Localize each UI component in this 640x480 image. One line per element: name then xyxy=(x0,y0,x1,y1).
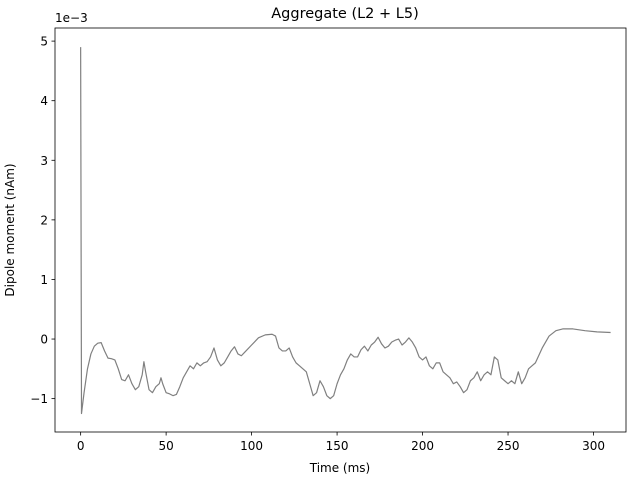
x-axis-label: Time (ms) xyxy=(309,461,371,475)
y-tick-label: 4 xyxy=(40,94,48,108)
data-line xyxy=(80,47,611,415)
x-tick-label: 300 xyxy=(582,439,605,453)
x-tick-label: 200 xyxy=(411,439,434,453)
y-axis-label: Dipole moment (nAm) xyxy=(3,163,17,296)
y-tick-label: 0 xyxy=(40,333,48,347)
y-tick-label: 3 xyxy=(40,154,48,168)
x-tick-label: 250 xyxy=(497,439,520,453)
chart-title: Aggregate (L2 + L5) xyxy=(271,6,419,22)
y-tick-label: 2 xyxy=(40,213,48,227)
y-offset-label: 1e−3 xyxy=(55,11,88,25)
x-tick-label: 100 xyxy=(240,439,263,453)
y-tick-label: 1 xyxy=(40,273,48,287)
x-tick-label: 0 xyxy=(77,439,85,453)
y-tick-label: 5 xyxy=(40,35,48,49)
axes-frame xyxy=(54,27,627,433)
x-tick-label: 150 xyxy=(326,439,349,453)
x-tick-label: 50 xyxy=(158,439,173,453)
y-tick-label: −1 xyxy=(30,392,48,406)
